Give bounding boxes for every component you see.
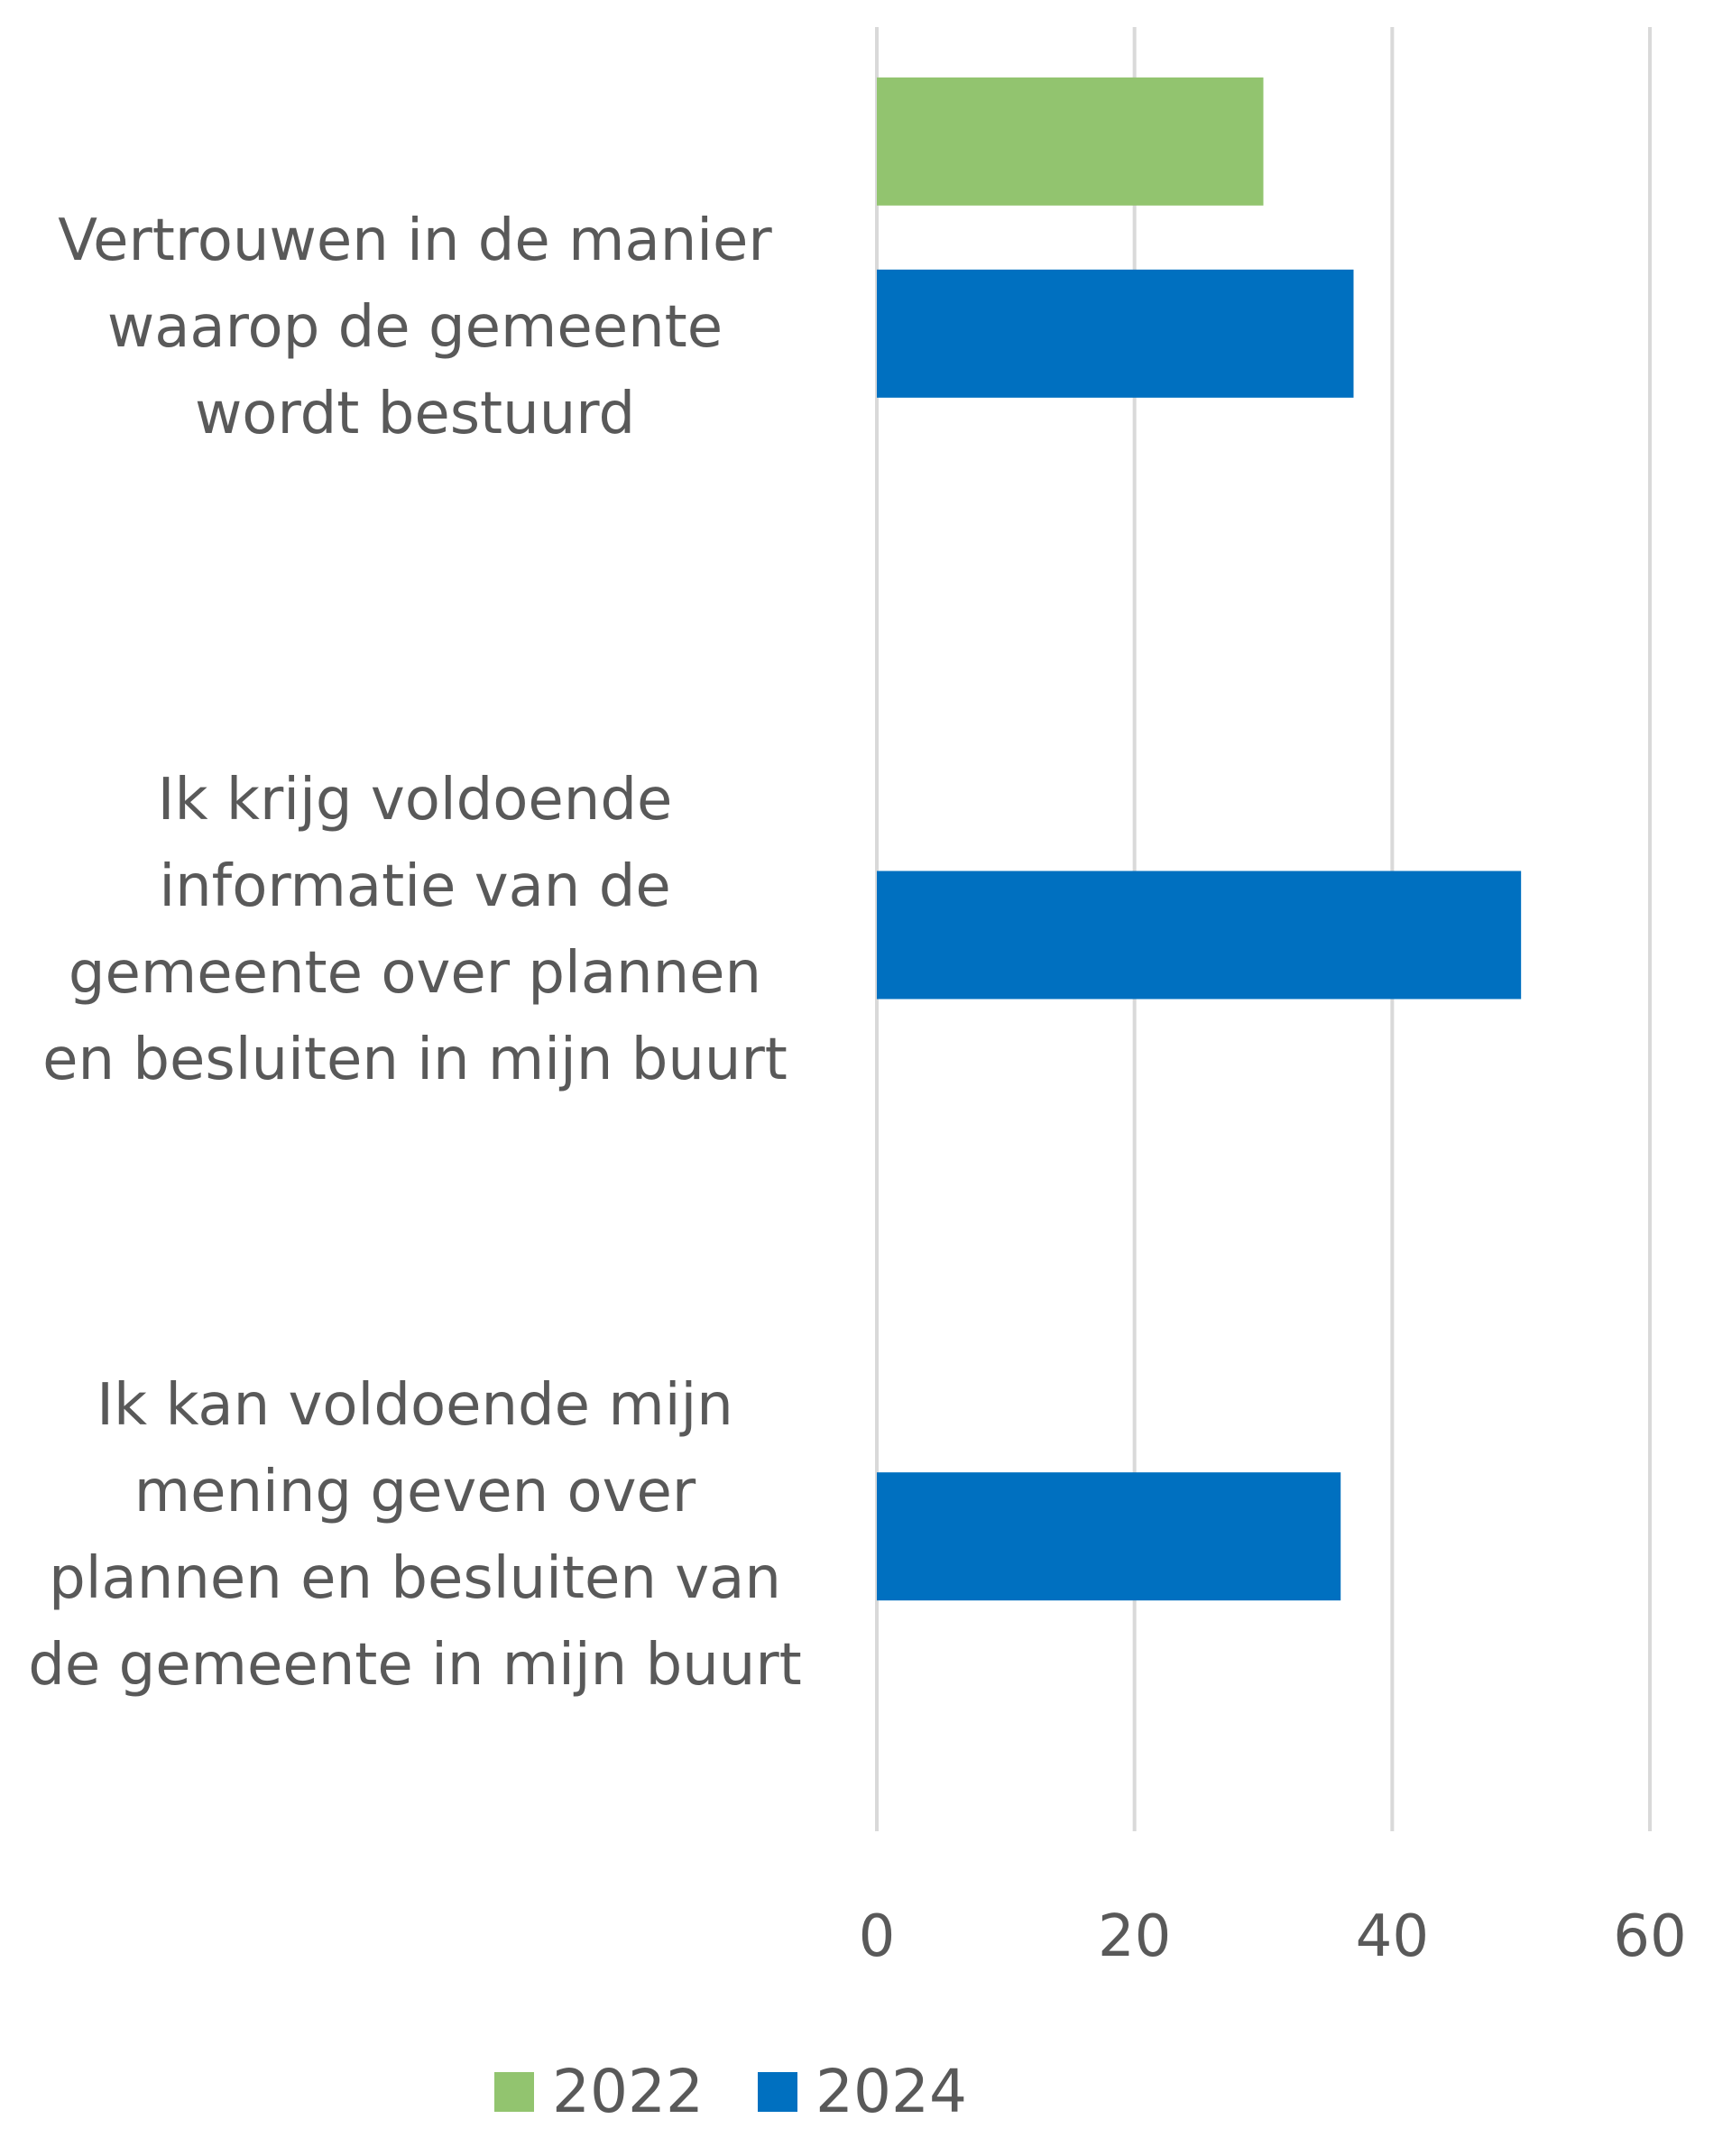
category-label: Vertrouwen in de manier waarop de gemeen…: [58, 207, 772, 447]
x-tick-label: 20: [1098, 1903, 1171, 1970]
x-tick-label: 60: [1613, 1903, 1686, 1970]
legend: 2022 2024: [0, 2057, 1732, 2126]
x-tick-label: 0: [859, 1903, 896, 1970]
legend-item-2024: 2024: [758, 2057, 967, 2126]
bar-2024-1: [877, 269, 1354, 398]
legend-label: 2022: [552, 2057, 704, 2126]
category-label: Ik kan voldoende mijn mening geven over …: [28, 1372, 802, 1699]
bar-2022-1: [877, 77, 1264, 206]
legend-swatch-2022: [494, 2071, 535, 2112]
x-tick-label: 40: [1356, 1903, 1429, 1970]
legend-item-2022: 2022: [494, 2057, 704, 2126]
legend-label: 2024: [815, 2057, 967, 2126]
bar-2024-3: [877, 1472, 1341, 1601]
bar-2024-2: [877, 871, 1522, 1000]
legend-swatch-2024: [758, 2071, 797, 2112]
category-label: Ik krijg voldoende informatie van de gem…: [42, 767, 788, 1093]
